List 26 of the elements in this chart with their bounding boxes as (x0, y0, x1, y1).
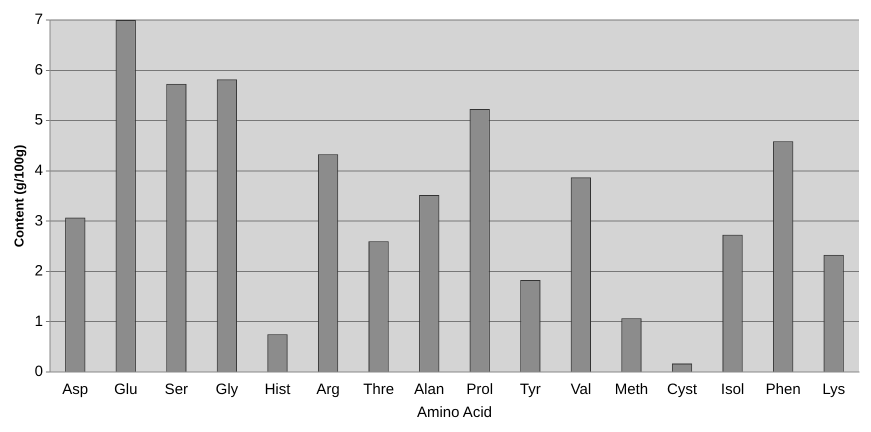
x-tick-label: Arg (316, 381, 340, 398)
x-tick-label: Lys (822, 381, 846, 398)
x-tick-label: Gly (216, 381, 239, 398)
x-tick-label: Ser (164, 381, 188, 398)
x-tick-label: Asp (62, 381, 88, 398)
x-tick-label: Isol (720, 381, 744, 398)
y-tick-label: 3 (34, 212, 43, 230)
y-tick-label: 6 (34, 61, 43, 78)
x-tick-label: Glu (114, 381, 138, 398)
x-tick-label: Meth (614, 381, 648, 398)
x-tick-label: Cyst (667, 381, 698, 398)
x-tick-label: Hist (264, 381, 292, 398)
x-tick-label: Prol (466, 381, 494, 398)
x-tick-label: Thre (363, 381, 394, 398)
y-tick-label: 2 (34, 262, 43, 280)
y-tick-label: 5 (34, 112, 43, 129)
x-axis-title: Amino Acid (416, 404, 492, 422)
y-axis-title: Content (g/100g) (11, 144, 26, 248)
y-tick-label: 4 (34, 162, 43, 179)
x-tick-label: Phen (766, 381, 801, 398)
x-tick-label: Tyr (520, 381, 541, 398)
y-tick-label: 7 (34, 11, 43, 28)
x-tick-label: Alan (414, 381, 444, 398)
y-tick-label: 0 (34, 363, 43, 380)
y-tick-label: 1 (34, 312, 43, 330)
x-tick-label: Val (570, 381, 592, 398)
